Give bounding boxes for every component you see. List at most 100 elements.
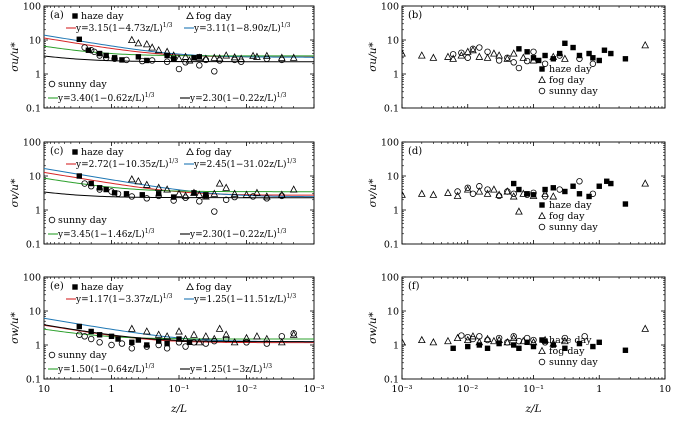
data-point-open-triangle [142, 180, 151, 188]
data-point-open-triangle [515, 207, 523, 215]
data-point-open-circle [484, 186, 491, 193]
data-point-open-circle [510, 59, 517, 66]
data-point-open-triangle [509, 192, 518, 200]
legend-label: fog day [549, 75, 585, 86]
data-point-open-triangle [463, 185, 472, 193]
data-point-open-circle [278, 192, 285, 200]
data-point-open-circle [163, 58, 171, 65]
data-point-open-triangle [277, 338, 286, 346]
data-point-filled-square [586, 193, 592, 200]
data-point-filled-square [103, 52, 109, 59]
data-point-open-triangle [253, 188, 261, 196]
data-point-open-triangle [127, 35, 136, 43]
data-point-open-triangle [561, 54, 569, 62]
data-point-open-triangle [169, 51, 178, 59]
data-point-open-triangle [429, 190, 438, 198]
data-point-open-triangle [444, 336, 452, 345]
data-point-open-triangle [490, 336, 498, 345]
data-point-open-triangle [495, 335, 503, 344]
y-tick-label: 100 [381, 273, 399, 284]
legend-marker [538, 211, 546, 220]
data-point-open-circle [515, 64, 523, 72]
data-point-open-circle [163, 345, 171, 352]
data-point-open-circle [581, 333, 588, 340]
data-point-open-circle [81, 44, 88, 51]
data-point-open-circle [196, 198, 203, 205]
data-point-open-triangle [549, 339, 558, 347]
data-point-open-circle [155, 192, 162, 200]
x-tick-label: 10⁻¹ [169, 384, 190, 395]
data-point-open-circle [561, 334, 569, 342]
data-point-open-triangle [175, 327, 183, 335]
data-point-open-triangle [469, 332, 477, 340]
data-point-open-triangle [449, 54, 458, 62]
data-point-filled-square [170, 194, 177, 200]
data-point-open-circle [469, 335, 477, 343]
data-point-open-triangle [201, 332, 210, 340]
data-point-open-triangle [490, 185, 498, 193]
data-point-open-circle [114, 190, 122, 197]
legend-label: haze day [81, 282, 124, 293]
data-point-open-triangle [417, 51, 426, 59]
data-point-filled-square [622, 201, 629, 207]
data-point-filled-square [622, 347, 629, 353]
data-point-open-circle [556, 186, 563, 193]
legend-label: haze day [81, 147, 124, 158]
y-tick-label: 10 [29, 172, 41, 183]
data-point-open-triangle [549, 52, 558, 60]
data-point-open-circle [81, 333, 88, 340]
data-point-open-triangle [417, 335, 426, 344]
data-point-open-circle [541, 60, 549, 67]
data-point-open-circle [222, 196, 230, 203]
data-point-open-circle [143, 343, 150, 350]
data-point-filled-square [596, 57, 602, 64]
data-point-filled-square [562, 40, 568, 46]
data-point-open-triangle [529, 338, 538, 346]
plot-area [402, 40, 650, 72]
data-point-open-triangle [289, 53, 298, 61]
data-point-open-circle [155, 341, 162, 349]
data-point-open-circle [510, 333, 517, 340]
y-tick-label: 100 [23, 273, 41, 284]
data-point-filled-square [562, 345, 568, 351]
data-point-open-triangle [190, 188, 198, 196]
data-point-open-triangle [490, 49, 498, 57]
legend-marker [72, 149, 78, 155]
data-point-open-circle [576, 55, 583, 62]
legend-label: haze day [549, 64, 592, 75]
data-point-open-circle [148, 57, 156, 64]
data-point-open-triangle [289, 330, 298, 338]
data-point-filled-square [186, 339, 193, 346]
data-point-open-triangle [519, 53, 528, 61]
legend-marker [186, 147, 194, 156]
data-point-filled-square [604, 178, 610, 184]
legend-marker [538, 75, 546, 83]
data-point-filled-square [96, 50, 103, 57]
data-point-open-triangle [495, 51, 503, 59]
data-point-filled-square [524, 191, 530, 197]
data-point-open-circle [556, 52, 563, 59]
data-point-open-circle [523, 334, 531, 342]
data-point-open-circle [175, 339, 183, 346]
y-axis-label: σu/u* [9, 42, 21, 72]
y-tick-label: 100 [381, 138, 399, 149]
x-tick-label: 10 [38, 384, 50, 395]
y-tick-label: 0.1 [26, 240, 41, 251]
data-point-filled-square [155, 338, 162, 344]
data-point-filled-square [88, 328, 94, 335]
data-point-filled-square [511, 180, 517, 187]
data-point-filled-square [570, 183, 576, 189]
data-point-open-triangle [289, 185, 298, 193]
data-point-open-circle [576, 178, 583, 185]
data-point-open-circle [263, 340, 271, 347]
fit-legend-label: y=1.17(1−3.37z/L)1/3 [75, 293, 173, 305]
data-point-filled-square [144, 57, 150, 64]
data-point-filled-square [103, 186, 109, 193]
data-point-filled-square [556, 50, 563, 57]
data-point-filled-square [550, 56, 556, 62]
plot-area [44, 168, 314, 215]
legend-marker [539, 337, 545, 343]
data-point-open-circle [87, 335, 95, 343]
data-point-filled-square [550, 342, 556, 348]
